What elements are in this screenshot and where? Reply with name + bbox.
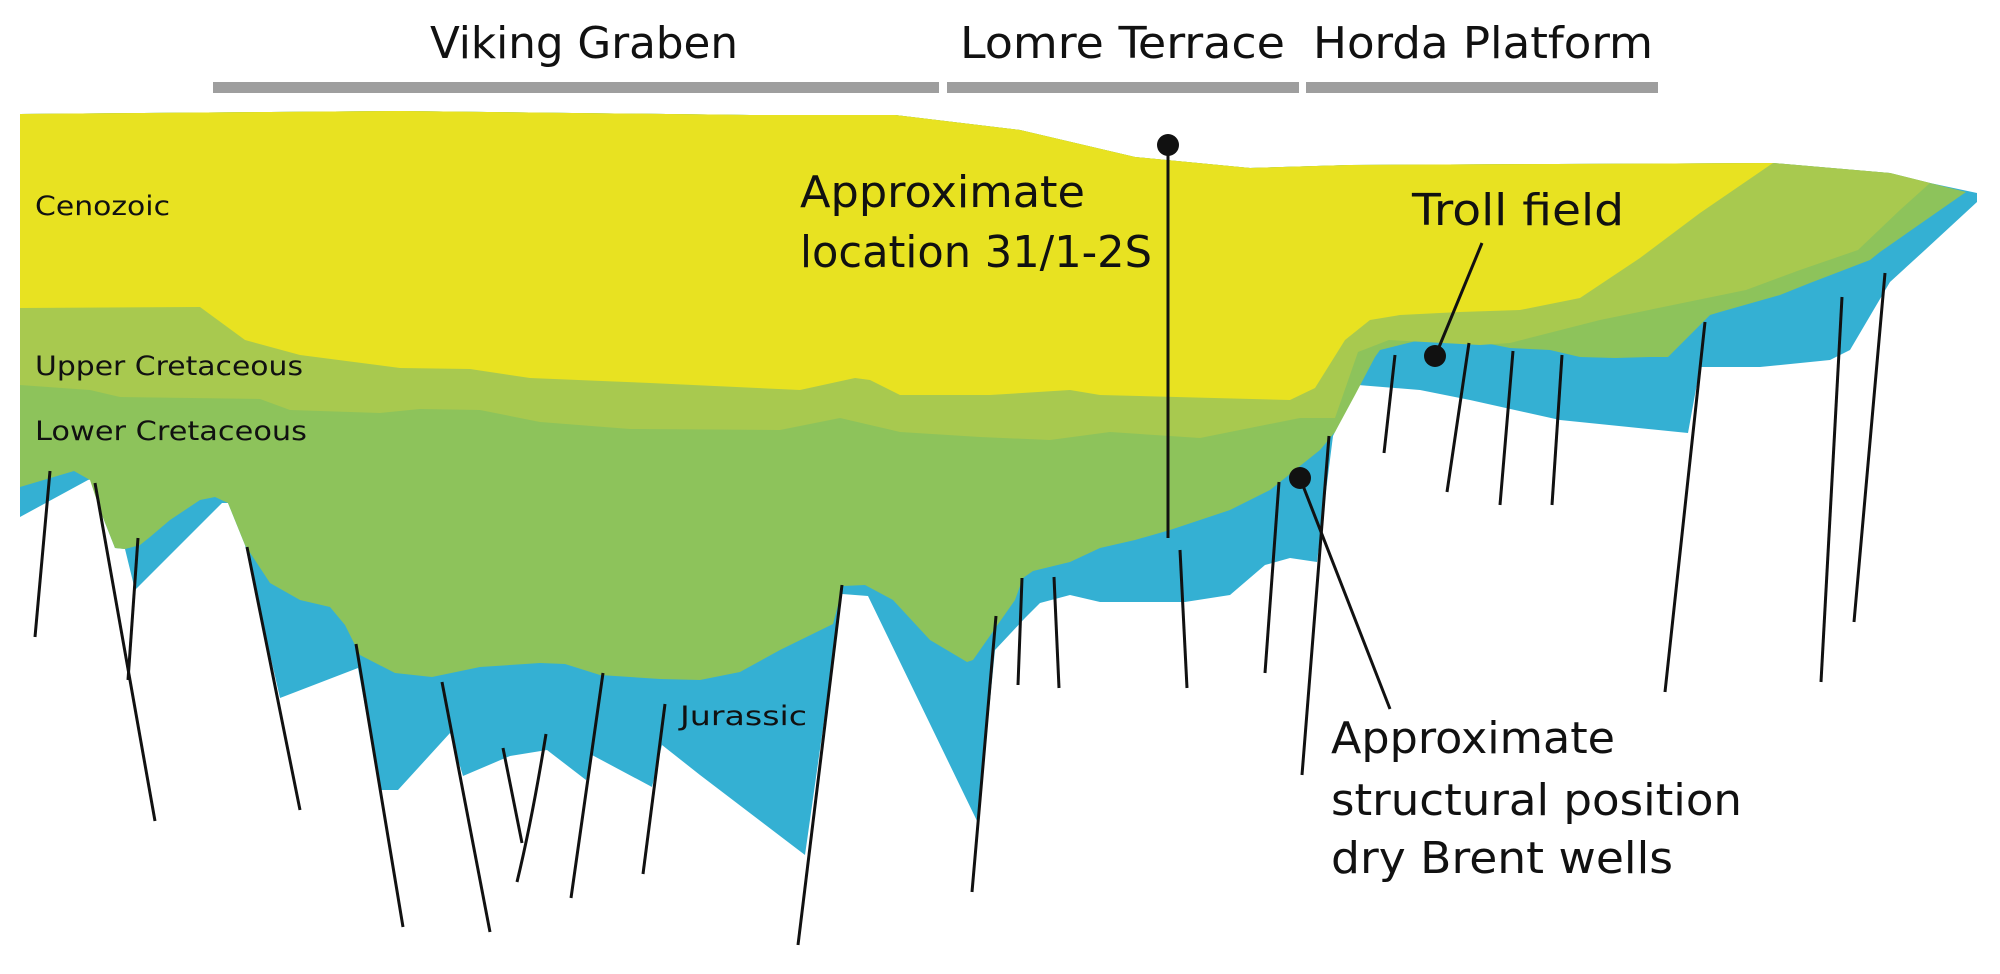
troll-field-label: Troll field bbox=[1411, 185, 1624, 236]
troll-field-marker bbox=[1424, 242, 1484, 367]
fault-line bbox=[1852, 272, 1887, 623]
lomre-terrace-bar bbox=[947, 82, 1299, 93]
dry-brent-dot bbox=[1289, 467, 1311, 489]
fault-line bbox=[1300, 435, 1331, 776]
fault-line bbox=[93, 482, 157, 822]
cenozoic-label: Cenozoic bbox=[35, 191, 170, 222]
troll-field-dot bbox=[1424, 345, 1446, 367]
horda-platform-bar bbox=[1306, 82, 1658, 93]
well-annotation-line2: location 31/1-2S bbox=[800, 227, 1152, 278]
fault-line bbox=[1263, 481, 1281, 674]
troll-leader-line bbox=[1435, 242, 1484, 353]
fault-line bbox=[245, 546, 302, 811]
well-31-1-2s bbox=[1157, 134, 1179, 538]
cenozoic-layer bbox=[20, 111, 1773, 400]
dry-brent-annotation-line2: structural position bbox=[1331, 775, 1742, 826]
fault-line bbox=[641, 703, 667, 875]
viking-graben-bar bbox=[213, 82, 939, 93]
fault-line bbox=[1382, 354, 1397, 454]
well-location-marker bbox=[1157, 134, 1179, 156]
lomre-terrace-label: Lomre Terrace bbox=[960, 18, 1285, 69]
fault-line bbox=[796, 584, 844, 946]
fault-line bbox=[569, 672, 605, 899]
fault-line bbox=[126, 537, 140, 681]
fault-line bbox=[1445, 342, 1471, 493]
fault-line bbox=[515, 733, 548, 883]
fault-line bbox=[501, 747, 524, 844]
fault-line bbox=[1498, 350, 1515, 506]
fault-line bbox=[1178, 549, 1189, 689]
jurassic-label: Jurassic bbox=[678, 701, 807, 732]
fault-line bbox=[970, 615, 998, 893]
fault-line bbox=[440, 681, 492, 933]
well-annotation-line1: Approximate bbox=[800, 167, 1085, 218]
viking-graben-label: Viking Graben bbox=[430, 18, 738, 69]
dry-brent-leader-line bbox=[1298, 477, 1392, 710]
faults bbox=[33, 272, 1887, 946]
fault-line bbox=[1819, 296, 1844, 683]
fault-line bbox=[1052, 576, 1061, 689]
fault-line bbox=[1663, 321, 1707, 693]
fault-line bbox=[354, 643, 405, 928]
dry-brent-annotation-line3: dry Brent wells bbox=[1331, 833, 1673, 884]
dry-brent-marker bbox=[1289, 467, 1392, 710]
lower-cretaceous-label: Lower Cretaceous bbox=[35, 416, 307, 447]
fault-line bbox=[1550, 354, 1564, 506]
horda-platform-label: Horda Platform bbox=[1313, 18, 1653, 69]
fault-line bbox=[1016, 577, 1024, 686]
dry-brent-annotation-line1: Approximate bbox=[1331, 713, 1615, 764]
region-header: Viking Graben Lomre Terrace Horda Platfo… bbox=[213, 18, 1658, 93]
upper-cretaceous-label: Upper Cretaceous bbox=[35, 351, 303, 382]
fault-line bbox=[33, 470, 52, 638]
